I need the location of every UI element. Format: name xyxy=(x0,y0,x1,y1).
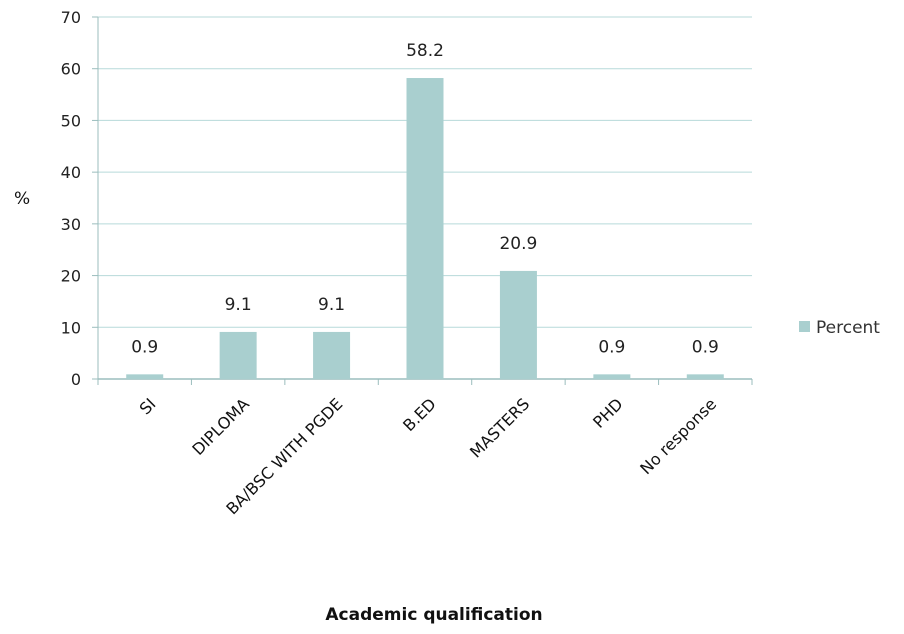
data-label: 0.9 xyxy=(598,337,625,357)
bar xyxy=(593,374,631,379)
y-tick-label: 60 xyxy=(61,60,81,79)
category-label: DIPLOMA xyxy=(188,394,253,459)
y-tick-label: 10 xyxy=(61,318,81,337)
bar xyxy=(406,78,444,379)
y-tick-label: 70 xyxy=(61,8,81,27)
bar xyxy=(126,374,164,379)
x-axis-title: Academic qualification xyxy=(325,605,542,625)
y-tick-label: 40 xyxy=(61,163,81,182)
bar xyxy=(219,331,257,379)
bar xyxy=(499,270,537,379)
legend-label: Percent xyxy=(816,318,880,338)
y-axis-title: % xyxy=(14,189,30,209)
category-label: B.ED xyxy=(399,394,440,435)
bar xyxy=(313,331,351,379)
legend: Percent xyxy=(799,318,880,338)
data-label: 0.9 xyxy=(692,337,719,357)
y-tick-labels: 0 10 20 30 40 50 60 70 xyxy=(61,8,81,389)
category-label: No response xyxy=(636,394,720,478)
category-label: MASTERS xyxy=(466,394,533,461)
y-tick-label: 50 xyxy=(61,111,81,130)
data-label: 58.2 xyxy=(406,41,444,61)
bars xyxy=(126,78,724,379)
y-tick-label: 0 xyxy=(71,370,81,389)
data-label: 9.1 xyxy=(225,295,252,315)
y-tick-label: 30 xyxy=(61,215,81,234)
category-label: SI xyxy=(136,394,160,418)
bar xyxy=(686,374,724,379)
legend-swatch xyxy=(799,321,810,332)
data-label: 9.1 xyxy=(318,295,345,315)
y-tick-label: 20 xyxy=(61,267,81,286)
data-label: 20.9 xyxy=(499,234,537,254)
data-label: 0.9 xyxy=(131,337,158,357)
category-label: PHD xyxy=(589,394,626,431)
data-labels: 0.9 9.1 9.1 58.2 20.9 0.9 0.9 xyxy=(131,41,719,357)
